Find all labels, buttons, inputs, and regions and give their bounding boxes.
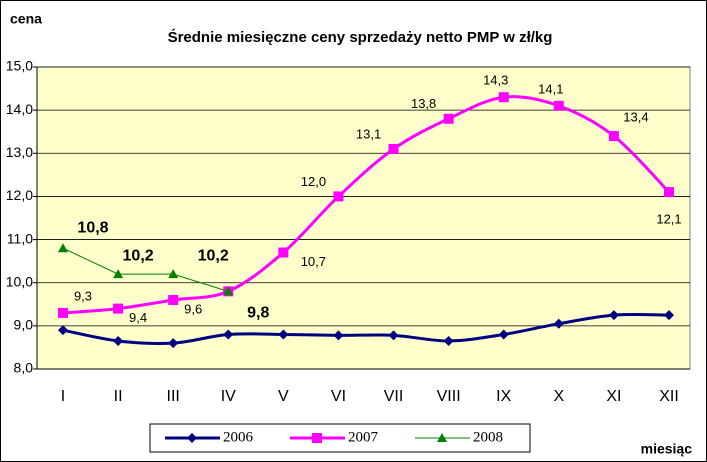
x-tick-label: XI: [606, 388, 621, 405]
x-tick-label: IV: [221, 388, 236, 405]
marker: [388, 330, 399, 341]
legend-label: 2007: [348, 429, 379, 445]
x-tick-label: X: [553, 388, 564, 405]
series-line: [62, 247, 229, 292]
data-label: 9,6: [184, 301, 202, 316]
legend-marker: [312, 433, 322, 443]
y-tick-label: 9,0: [14, 317, 34, 333]
marker: [113, 303, 124, 314]
x-tick-label: I: [61, 388, 65, 405]
x-tick-label: XII: [659, 388, 679, 405]
marker: [168, 269, 179, 279]
x-tick-label: VII: [384, 388, 404, 405]
marker: [333, 191, 344, 202]
marker: [168, 294, 179, 305]
marker: [168, 338, 179, 349]
chart-title: Średnie miesięczne ceny sprzedaży netto …: [168, 28, 553, 46]
data-label: 13,8: [411, 96, 436, 111]
marker: [223, 286, 234, 296]
data-label: 9,8: [247, 305, 269, 322]
x-axis-label: miesiąc: [641, 441, 693, 457]
marker: [113, 269, 124, 279]
marker: [553, 318, 564, 329]
y-tick-label: 14,0: [6, 101, 33, 117]
data-label: 13,1: [356, 126, 381, 141]
data-label: 14,1: [538, 81, 563, 96]
marker: [333, 330, 344, 341]
marker: [278, 247, 289, 258]
legend-label: 2006: [223, 429, 254, 445]
y-tick-label: 11,0: [7, 230, 33, 246]
y-tick-label: 15,0: [6, 58, 33, 74]
marker: [608, 131, 619, 142]
data-label: 10,2: [198, 247, 229, 264]
x-tick-label: VI: [331, 388, 346, 405]
marker: [113, 335, 124, 346]
data-label: 9,3: [74, 288, 92, 303]
data-label: 10,7: [301, 254, 326, 269]
marker: [664, 310, 674, 321]
data-label: 9,4: [129, 310, 147, 325]
x-tick-label: IX: [496, 388, 511, 405]
y-axis-label: cena: [10, 11, 42, 27]
marker: [58, 243, 68, 253]
marker: [278, 329, 289, 340]
marker: [58, 307, 68, 318]
marker: [223, 329, 234, 340]
legend-label: 2008: [473, 429, 503, 445]
y-tick-label: 8,0: [14, 360, 34, 376]
marker: [443, 335, 454, 346]
data-label: 14,3: [483, 73, 508, 88]
marker: [58, 325, 68, 336]
marker: [664, 187, 674, 198]
legend-marker: [187, 433, 197, 443]
marker: [498, 92, 509, 103]
x-tick-label: II: [114, 388, 123, 405]
data-label: 10,8: [77, 219, 108, 236]
marker: [443, 113, 454, 124]
data-label: 12,0: [301, 174, 326, 189]
marker: [498, 329, 509, 340]
marker: [388, 143, 399, 154]
y-tick-label: 12,0: [6, 187, 33, 203]
y-tick-label: 13,0: [6, 144, 33, 160]
legend-marker: [437, 433, 447, 442]
x-tick-label: V: [278, 388, 289, 405]
y-tick-label: 10,0: [6, 273, 33, 289]
x-tick-label: III: [167, 388, 180, 405]
marker: [608, 310, 619, 321]
x-tick-label: VIII: [437, 388, 461, 405]
data-label: 12,1: [656, 212, 681, 227]
data-label: 10,2: [123, 247, 154, 264]
data-label: 13,4: [623, 109, 648, 124]
marker: [553, 100, 564, 111]
